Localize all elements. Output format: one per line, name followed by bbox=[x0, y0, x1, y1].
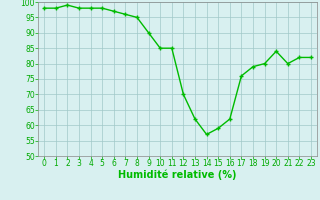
X-axis label: Humidité relative (%): Humidité relative (%) bbox=[118, 170, 237, 180]
